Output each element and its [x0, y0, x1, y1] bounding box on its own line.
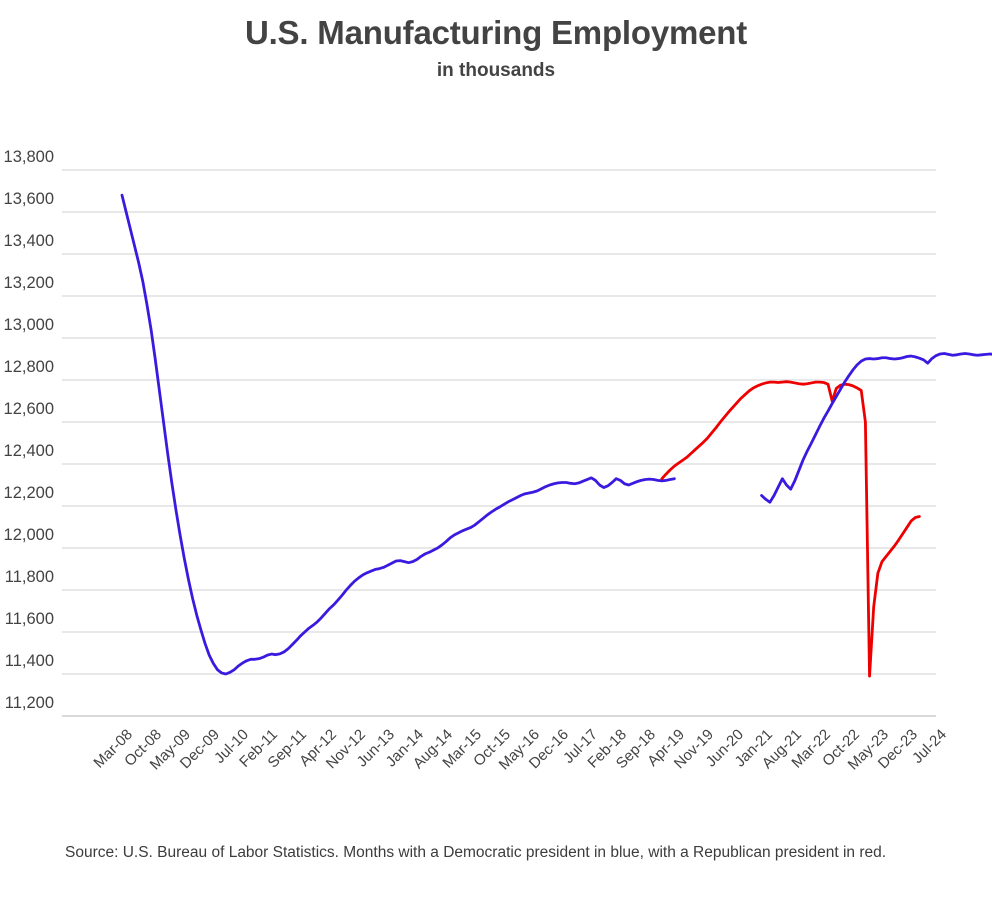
y-axis-tick-label: 13,000: [3, 316, 54, 334]
y-axis-tick-label: 11,200: [4, 694, 54, 712]
y-axis-tick-label: 11,800: [4, 568, 54, 586]
chart-subtitle: in thousands: [436, 60, 556, 81]
source-note: Source: U.S. Bureau of Labor Statistics.…: [65, 844, 887, 861]
y-axis-tick-label: 12,800: [3, 358, 54, 376]
series-line-democratic: [760, 352, 992, 504]
y-axis-tick-label: 12,400: [3, 442, 54, 460]
y-axis-tick-label: 13,600: [3, 190, 54, 208]
data-lines: [120, 193, 992, 678]
y-axis-tick-label: 13,200: [3, 274, 54, 292]
y-axis-tick-label: 12,000: [3, 526, 54, 544]
chart-title: U.S. Manufacturing Employment: [244, 14, 748, 51]
series-line-democratic: [120, 193, 676, 676]
y-axis-tick-label: 12,600: [3, 400, 54, 418]
y-axis-tick-label: 11,400: [4, 652, 54, 670]
y-axis-tick-label: 13,400: [3, 232, 54, 250]
y-axis-tick-label: 11,600: [4, 610, 54, 628]
y-axis-tick-label: 12,200: [3, 484, 54, 502]
y-axis-tick-label: 13,800: [3, 148, 54, 166]
gridlines: [62, 169, 936, 717]
series-line-republican: [660, 380, 921, 678]
